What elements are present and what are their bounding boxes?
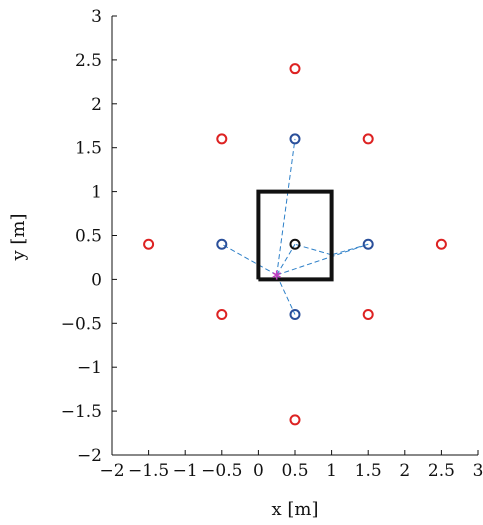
x-tick-label: −1.5 — [128, 461, 169, 481]
square-outline — [256, 189, 334, 282]
path-line — [276, 274, 296, 315]
blue-marker — [289, 309, 301, 321]
x-tick-label: 0.5 — [281, 461, 308, 481]
red-marker — [216, 133, 228, 145]
y-tick-label: −1.5 — [61, 402, 102, 422]
red-marker — [143, 238, 155, 250]
path-line — [276, 244, 296, 276]
blue-marker — [289, 133, 301, 145]
red-marker — [216, 309, 228, 321]
red-marker — [362, 309, 374, 321]
y-tick-label: 0 — [91, 270, 102, 290]
center-marker — [289, 238, 301, 250]
red-marker — [362, 133, 374, 145]
star-marker — [272, 270, 281, 280]
x-tick-label: 2.5 — [428, 461, 455, 481]
x-tick-label: 0 — [253, 461, 264, 481]
x-tick-label: 1.5 — [355, 461, 382, 481]
y-tick-label: 1.5 — [75, 139, 102, 159]
blue-marker — [362, 238, 374, 250]
y-tick-label: 0.5 — [75, 227, 102, 247]
path-line — [276, 243, 369, 276]
red-marker — [289, 414, 301, 426]
markers — [143, 63, 447, 426]
red-marker — [289, 63, 301, 75]
x-tick-label: 3 — [473, 461, 483, 481]
x-tick-label: −2 — [99, 461, 124, 481]
path-line — [276, 138, 296, 276]
y-tick-label: 3 — [91, 7, 102, 27]
y-axis-label: y [m] — [8, 213, 29, 261]
axes: −2 −1.5 −1 −0.5 0 0.5 1 1.5 2 2.5 3−2−1.5−1−0.500.… — [61, 7, 483, 481]
path-line — [221, 243, 277, 276]
path-line — [294, 243, 332, 256]
red-marker — [435, 238, 447, 250]
y-tick-label: 2.5 — [75, 51, 102, 71]
path-lines — [221, 138, 369, 315]
path-line — [331, 243, 369, 256]
x-tick-label: −0.5 — [201, 461, 242, 481]
star-stroke — [272, 272, 281, 278]
y-tick-label: −2 — [77, 446, 102, 466]
x-tick-label: 1 — [326, 461, 337, 481]
blue-marker — [216, 238, 228, 250]
x-tick-label: −1 — [173, 461, 198, 481]
y-tick-label: 2 — [91, 95, 102, 115]
square-line — [256, 189, 334, 282]
y-tick-label: −0.5 — [61, 314, 102, 334]
y-tick-label: 1 — [91, 183, 102, 203]
y-tick-label: −1 — [77, 358, 102, 378]
x-axis-label: x [m] — [272, 499, 319, 520]
x-tick-label: 2 — [399, 461, 410, 481]
